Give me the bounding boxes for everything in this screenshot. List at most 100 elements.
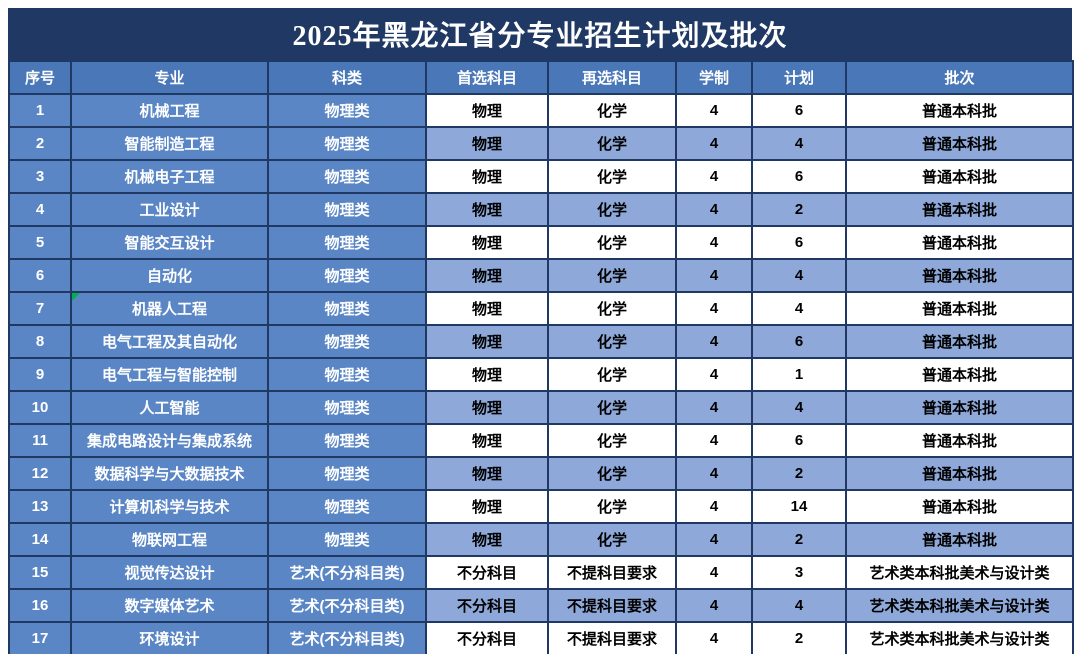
- cell-plan: 2: [751, 522, 847, 557]
- cell-first-subject: 物理: [425, 357, 549, 392]
- cell-duration: 4: [675, 456, 753, 491]
- cell-index: 1: [8, 93, 72, 128]
- cell-plan: 6: [751, 423, 847, 458]
- cell-re-subject: 化学: [547, 258, 677, 293]
- cell-plan: 4: [751, 291, 847, 326]
- cell-duration: 4: [675, 555, 753, 590]
- cell-duration: 4: [675, 258, 753, 293]
- cell-category: 物理类: [267, 291, 427, 326]
- cell-major: 视觉传达设计: [70, 555, 269, 590]
- table-row: 5 智能交互设计 物理类 物理 化学 4 6 普通本科批: [8, 225, 1074, 260]
- cell-re-subject: 化学: [547, 390, 677, 425]
- cell-duration: 4: [675, 390, 753, 425]
- cell-index: 13: [8, 489, 72, 524]
- cell-first-subject: 物理: [425, 225, 549, 260]
- cell-category: 物理类: [267, 159, 427, 194]
- cell-re-subject: 化学: [547, 324, 677, 359]
- enrollment-plan-table: 序号 专业 科类 首选科目 再选科目 学制 计划 批次 1 机械工程 物理类 物理 化学 4 6 普通本科批…: [8, 60, 1074, 654]
- cell-duration: 4: [675, 489, 753, 524]
- cell-batch: 普通本科批: [845, 489, 1074, 524]
- cell-index: 4: [8, 192, 72, 227]
- cell-index: 16: [8, 588, 72, 623]
- cell-first-subject: 物理: [425, 258, 549, 293]
- cell-first-subject: 物理: [425, 159, 549, 194]
- cell-plan: 6: [751, 159, 847, 194]
- cell-index: 9: [8, 357, 72, 392]
- cell-index: 11: [8, 423, 72, 458]
- cell-major: 机械电子工程: [70, 159, 269, 194]
- table-header-row: 序号 专业 科类 首选科目 再选科目 学制 计划 批次: [8, 60, 1074, 95]
- cell-plan: 6: [751, 93, 847, 128]
- cell-plan: 4: [751, 258, 847, 293]
- cell-batch: 普通本科批: [845, 126, 1074, 161]
- cell-major: 环境设计: [70, 621, 269, 654]
- cell-major: 物联网工程: [70, 522, 269, 557]
- cell-first-subject: 物理: [425, 456, 549, 491]
- cell-first-subject: 不分科目: [425, 588, 549, 623]
- cell-category: 物理类: [267, 390, 427, 425]
- cell-index: 2: [8, 126, 72, 161]
- cell-re-subject: 化学: [547, 489, 677, 524]
- cell-re-subject: 化学: [547, 357, 677, 392]
- table-row: 2 智能制造工程 物理类 物理 化学 4 4 普通本科批: [8, 126, 1074, 161]
- cell-first-subject: 物理: [425, 489, 549, 524]
- cell-category: 物理类: [267, 324, 427, 359]
- cell-index: 15: [8, 555, 72, 590]
- table-row: 12 数据科学与大数据技术 物理类 物理 化学 4 2 普通本科批: [8, 456, 1074, 491]
- cell-batch: 普通本科批: [845, 522, 1074, 557]
- cell-category: 物理类: [267, 192, 427, 227]
- cell-batch: 普通本科批: [845, 357, 1074, 392]
- cell-batch: 艺术类本科批美术与设计类: [845, 621, 1074, 654]
- cell-re-subject: 化学: [547, 522, 677, 557]
- cell-plan: 6: [751, 225, 847, 260]
- cell-category: 物理类: [267, 126, 427, 161]
- cell-first-subject: 不分科目: [425, 555, 549, 590]
- table-row: 16 数字媒体艺术 艺术(不分科目类) 不分科目 不提科目要求 4 4 艺术类本科批美术与设计…: [8, 588, 1074, 623]
- cell-plan: 2: [751, 192, 847, 227]
- cell-first-subject: 物理: [425, 522, 549, 557]
- cell-first-subject: 物理: [425, 126, 549, 161]
- table-row: 13 计算机科学与技术 物理类 物理 化学 4 14 普通本科批: [8, 489, 1074, 524]
- cell-re-subject: 化学: [547, 225, 677, 260]
- cell-category: 物理类: [267, 423, 427, 458]
- cell-first-subject: 物理: [425, 291, 549, 326]
- cell-major: 自动化: [70, 258, 269, 293]
- cell-re-subject: 化学: [547, 93, 677, 128]
- cell-major: 工业设计: [70, 192, 269, 227]
- cell-re-subject: 化学: [547, 126, 677, 161]
- cell-first-subject: 物理: [425, 93, 549, 128]
- cell-re-subject: 不提科目要求: [547, 588, 677, 623]
- cell-major: 数据科学与大数据技术: [70, 456, 269, 491]
- table-row: 11 集成电路设计与集成系统 物理类 物理 化学 4 6 普通本科批: [8, 423, 1074, 458]
- column-header-major: 专业: [70, 60, 269, 95]
- cell-first-subject: 物理: [425, 192, 549, 227]
- cell-index: 10: [8, 390, 72, 425]
- cell-category: 艺术(不分科目类): [267, 621, 427, 654]
- cell-re-subject: 不提科目要求: [547, 621, 677, 654]
- cell-re-subject: 化学: [547, 456, 677, 491]
- cell-duration: 4: [675, 192, 753, 227]
- cell-major: 机械工程: [70, 93, 269, 128]
- table-row: 3 机械电子工程 物理类 物理 化学 4 6 普通本科批: [8, 159, 1074, 194]
- cell-index: 6: [8, 258, 72, 293]
- cell-category: 物理类: [267, 357, 427, 392]
- table-row: 1 机械工程 物理类 物理 化学 4 6 普通本科批: [8, 93, 1074, 128]
- cell-duration: 4: [675, 93, 753, 128]
- cell-category: 物理类: [267, 489, 427, 524]
- cell-plan: 1: [751, 357, 847, 392]
- cell-index: 7: [8, 291, 72, 326]
- cell-plan: 4: [751, 126, 847, 161]
- cell-category: 艺术(不分科目类): [267, 588, 427, 623]
- page-title: 2025年黑龙江省分专业招生计划及批次: [8, 8, 1072, 60]
- cell-batch: 艺术类本科批美术与设计类: [845, 588, 1074, 623]
- cell-batch: 普通本科批: [845, 258, 1074, 293]
- cell-plan: 6: [751, 324, 847, 359]
- cell-category: 物理类: [267, 93, 427, 128]
- cell-category: 物理类: [267, 225, 427, 260]
- cell-duration: 4: [675, 621, 753, 654]
- column-header-first-subject: 首选科目: [425, 60, 549, 95]
- cell-index: 5: [8, 225, 72, 260]
- column-header-batch: 批次: [845, 60, 1074, 95]
- cell-first-subject: 物理: [425, 324, 549, 359]
